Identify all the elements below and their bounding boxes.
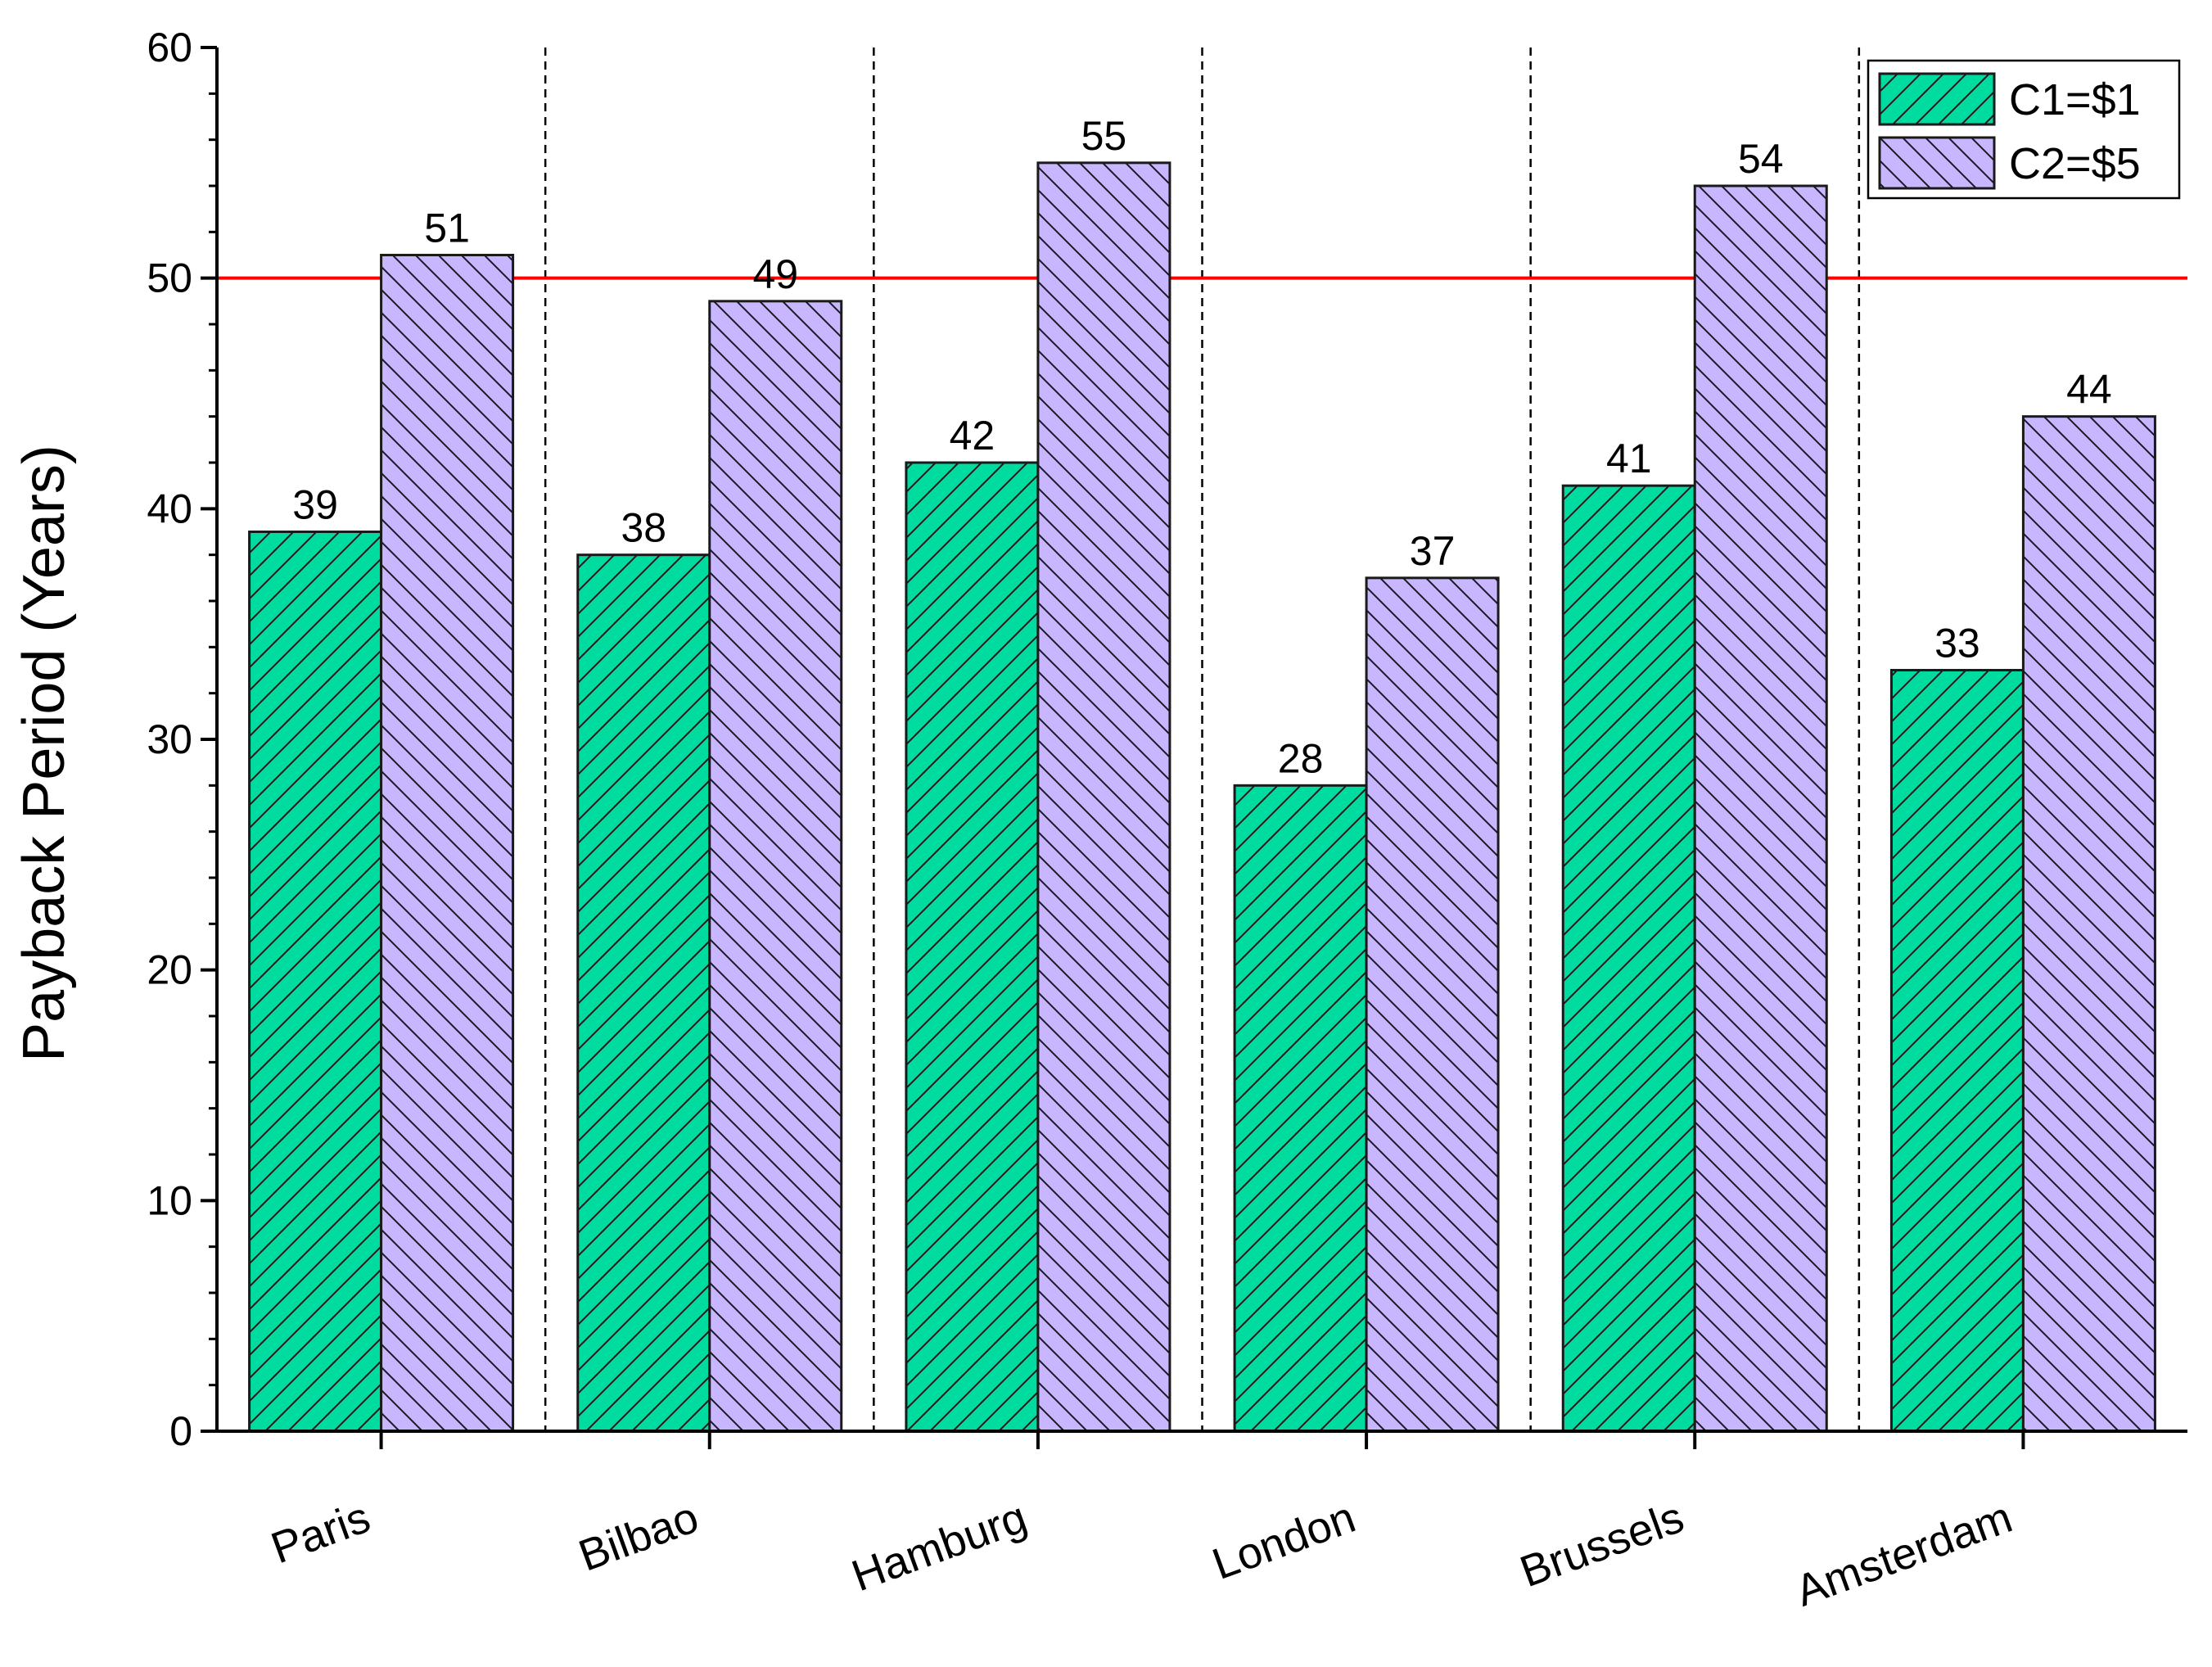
bar-hatch bbox=[1036, 161, 1171, 1433]
bar-value-label: 54 bbox=[1738, 136, 1784, 182]
legend-swatch-hatch bbox=[1878, 72, 1996, 126]
x-tick-label: Brussels bbox=[1514, 1493, 1690, 1597]
legend-label: C2=$5 bbox=[2009, 139, 2141, 188]
y-tick-label: 0 bbox=[169, 1408, 192, 1454]
y-axis-title: Payback Period (Years) bbox=[11, 445, 77, 1062]
y-tick-label: 60 bbox=[147, 25, 192, 70]
x-tick-label: Amsterdam bbox=[1790, 1493, 2019, 1616]
bar-value-label: 33 bbox=[1934, 621, 1980, 666]
y-tick-label: 40 bbox=[147, 486, 192, 531]
bar-hatch bbox=[1693, 184, 1828, 1433]
y-tick-label: 10 bbox=[147, 1177, 192, 1223]
bar-value-label: 44 bbox=[2066, 367, 2112, 413]
bar-value-label: 39 bbox=[292, 482, 338, 528]
bar-value-label: 49 bbox=[752, 251, 798, 297]
bar-value-label: 37 bbox=[1410, 528, 1456, 574]
bar-hatch bbox=[708, 300, 843, 1433]
legend-swatch-hatch bbox=[1878, 136, 1996, 190]
y-tick-label: 50 bbox=[147, 255, 192, 301]
bar-hatch bbox=[2021, 415, 2156, 1433]
legend: C1=$1 C2=$5 bbox=[1867, 59, 2181, 200]
bar-value-label: 41 bbox=[1606, 436, 1652, 481]
y-tick-label: 30 bbox=[147, 716, 192, 762]
bars bbox=[248, 161, 2156, 1433]
bar-value-label: 42 bbox=[950, 413, 995, 459]
legend-label: C1=$1 bbox=[2009, 75, 2141, 124]
x-tick-label: Bilbao bbox=[572, 1493, 705, 1581]
bar-hatch bbox=[248, 531, 383, 1433]
bar-value-label: 51 bbox=[424, 206, 470, 251]
y-tick-label: 20 bbox=[147, 947, 192, 993]
x-tick-label: Hamburg bbox=[846, 1493, 1033, 1601]
bar-hatch bbox=[1365, 576, 1500, 1433]
bar-value-label: 38 bbox=[621, 505, 666, 551]
bar-hatch bbox=[1889, 669, 2025, 1433]
bar-value-label: 28 bbox=[1278, 735, 1324, 781]
bar-hatch bbox=[380, 254, 515, 1433]
bar-hatch bbox=[1233, 784, 1368, 1433]
x-tick-label: Paris bbox=[265, 1493, 377, 1573]
bar-value-label: 55 bbox=[1081, 113, 1127, 159]
value-labels: 39 51 38 49 42 55 28 37 41 54 33 44 bbox=[292, 113, 2112, 781]
x-tick-label: London bbox=[1206, 1493, 1361, 1589]
bar-hatch bbox=[905, 461, 1040, 1433]
bar-hatch bbox=[1561, 484, 1696, 1433]
bar-hatch bbox=[576, 553, 711, 1433]
